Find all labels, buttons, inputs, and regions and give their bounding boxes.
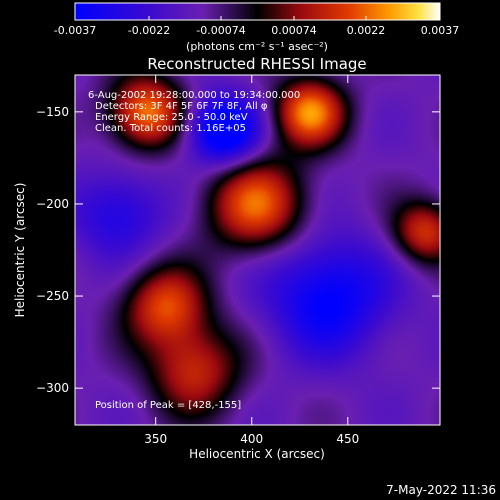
annotation-energy-range: Energy Range: 25.0 - 50.0 keV <box>95 112 248 123</box>
colorbar-tick-label: 0.00074 <box>271 24 317 37</box>
chart-title: Reconstructed RHESSI Image <box>147 55 366 73</box>
y-tick-label: −200 <box>36 197 69 211</box>
colorbar-tick-label: 0.0022 <box>347 24 386 37</box>
y-axis-ticks: −150 −200 −250 −300 <box>36 105 440 395</box>
peak-position-label: Position of Peak = [428,-155] <box>95 400 241 411</box>
x-axis-ticks: 350 400 450 <box>144 75 359 446</box>
x-axis-label: Heliocentric X (arcsec) <box>189 447 325 461</box>
y-axis-label: Heliocentric Y (arcsec) <box>13 183 27 318</box>
colorbar-tick-label: 0.0037 <box>421 24 460 37</box>
annotation-detectors: Detectors: 3F 4F 5F 6F 7F 8F, All φ <box>95 101 268 112</box>
colorbar-tick-label: -0.00074 <box>196 24 245 37</box>
colorbar-unit-label: (photons cm⁻² s⁻¹ asec⁻²) <box>186 40 328 53</box>
colorbar-ticks: -0.0037 -0.0022 -0.00074 0.00074 0.0022 0.003… <box>54 16 459 37</box>
y-tick-label: −300 <box>36 381 69 395</box>
plot-frame <box>74 74 441 426</box>
y-tick-label: −150 <box>36 105 69 119</box>
footer-timestamp: 7-May-2022 11:36 <box>386 483 496 497</box>
heatmap-image <box>75 75 440 425</box>
colorbar-tick-label: -0.0037 <box>54 24 96 37</box>
y-tick-label: −250 <box>36 289 69 303</box>
annotation-block: 6-Aug-2002 19:28:00.000 to 19:34:00.000 … <box>88 90 300 134</box>
colorbar <box>74 2 441 21</box>
x-tick-label: 400 <box>240 432 263 446</box>
annotation-clean-counts: Clean. Total counts: 1.16E+05 <box>95 123 246 134</box>
colorbar-tick-label: -0.0022 <box>128 24 170 37</box>
x-tick-label: 350 <box>144 432 167 446</box>
annotation-time-range: 6-Aug-2002 19:28:00.000 to 19:34:00.000 <box>88 90 300 101</box>
x-tick-label: 450 <box>336 432 359 446</box>
